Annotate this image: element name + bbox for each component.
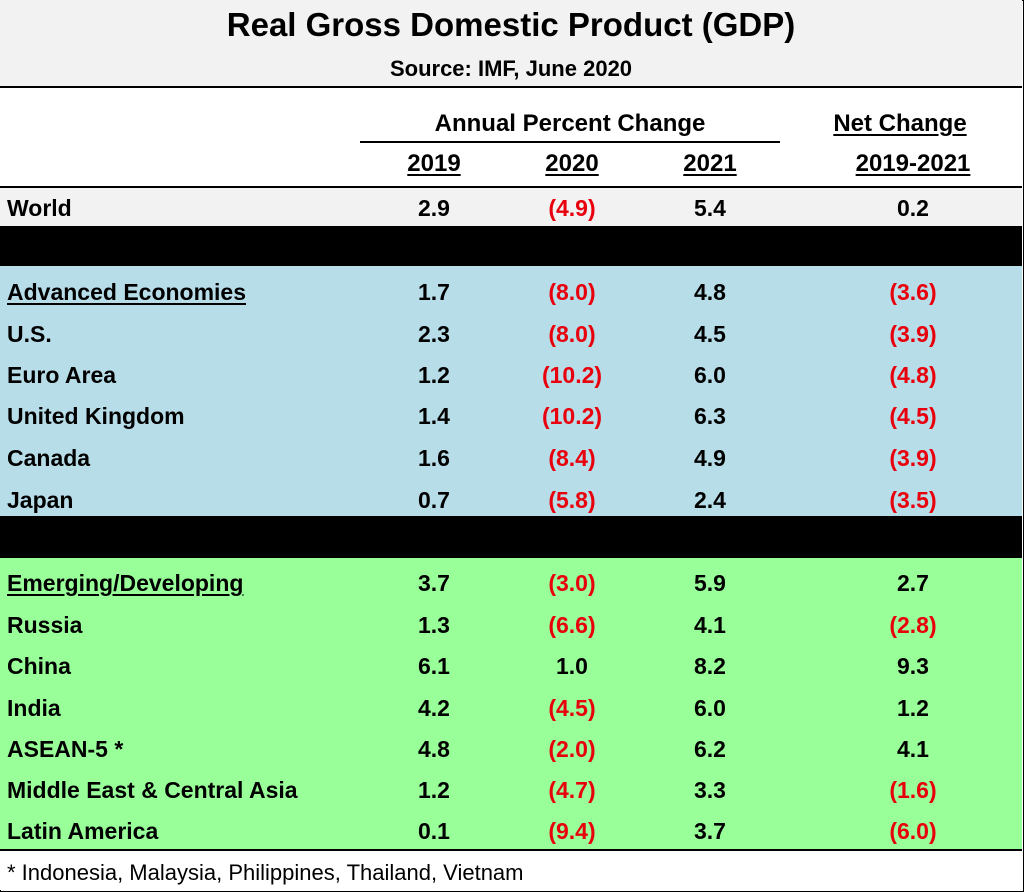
emerging-band	[0, 558, 1022, 850]
column-header-2021: 2021	[683, 150, 737, 177]
value-2021: 3.7	[694, 818, 726, 844]
value-net-change: (4.8)	[889, 362, 937, 388]
value-net-change: (6.0)	[889, 818, 937, 844]
value-2020: (2.0)	[548, 736, 596, 762]
value-2019: 0.7	[418, 487, 450, 513]
value-2019: 1.7	[418, 279, 450, 305]
row-label: World	[7, 195, 72, 221]
value-2021: 5.4	[694, 195, 726, 221]
group-header-label: Advanced Economies	[7, 279, 247, 305]
value-2021: 6.2	[694, 736, 726, 762]
column-header-net-period: 2019-2021	[855, 150, 971, 177]
value-2021: 6.3	[694, 403, 726, 429]
footnote: * Indonesia, Malaysia, Philippines, Thai…	[7, 860, 524, 885]
value-2020: (9.4)	[548, 818, 596, 844]
annual-percent-change-header: Annual Percent Change	[434, 110, 706, 137]
value-2019: 1.4	[418, 403, 450, 429]
footnote-divider	[0, 849, 1022, 851]
row-label: Russia	[7, 612, 83, 638]
row-label: Euro Area	[7, 362, 117, 388]
table-source: Source: IMF, June 2020	[389, 56, 633, 81]
value-2020: (8.0)	[548, 321, 596, 347]
value-net-change: (3.5)	[889, 487, 937, 513]
value-net-change: 2.7	[897, 570, 929, 596]
value-2019: 3.7	[418, 570, 450, 596]
value-2021: 3.3	[694, 777, 726, 803]
value-net-change: 1.2	[897, 695, 929, 721]
value-2020: (10.2)	[541, 403, 603, 429]
column-header-2019: 2019	[407, 150, 461, 177]
value-2020: (4.7)	[548, 777, 596, 803]
value-2021: 4.5	[694, 321, 726, 347]
value-net-change: 4.1	[897, 736, 929, 762]
value-2021: 4.8	[694, 279, 726, 305]
value-2019: 2.3	[418, 321, 450, 347]
value-2021: 2.4	[694, 487, 726, 513]
value-2020: (5.8)	[548, 487, 596, 513]
annual-change-rule	[360, 141, 780, 143]
value-net-change: (2.8)	[889, 612, 937, 638]
row-label: China	[7, 653, 71, 679]
value-2021: 5.9	[694, 570, 726, 596]
value-2021: 6.0	[694, 695, 726, 721]
header-divider	[0, 186, 1022, 188]
group-header-label: Emerging/Developing	[7, 570, 244, 596]
value-net-change: (1.6)	[889, 777, 937, 803]
net-change-header: Net Change	[833, 110, 967, 137]
row-label: Middle East & Central Asia	[7, 777, 298, 803]
title-divider	[0, 86, 1022, 88]
value-2021: 8.2	[694, 653, 726, 679]
header-band	[0, 88, 1022, 188]
value-2019: 1.3	[418, 612, 450, 638]
value-2020: (3.0)	[548, 570, 596, 596]
row-label: Latin America	[7, 818, 159, 844]
world-band	[0, 188, 1022, 226]
value-net-change: (4.5)	[889, 403, 937, 429]
value-2019: 1.2	[418, 777, 450, 803]
value-2020: (8.4)	[548, 445, 596, 471]
row-label: United Kingdom	[7, 403, 185, 429]
value-2019: 1.2	[418, 362, 450, 388]
value-2020: (6.6)	[548, 612, 596, 638]
value-2020: (10.2)	[541, 362, 603, 388]
value-2021: 6.0	[694, 362, 726, 388]
value-2020: (4.9)	[548, 195, 596, 221]
value-net-change: 0.2	[897, 195, 929, 221]
row-label: ASEAN-5 *	[7, 736, 124, 762]
column-header-2020: 2020	[545, 150, 599, 177]
footnote-band	[0, 850, 1022, 890]
advanced-band	[0, 266, 1022, 516]
value-net-change: (3.6)	[889, 279, 937, 305]
value-2019: 2.9	[418, 195, 450, 221]
value-2019: 0.1	[418, 818, 450, 844]
table-title: Real Gross Domestic Product (GDP)	[226, 6, 796, 43]
value-2020: (4.5)	[548, 695, 596, 721]
row-label: U.S.	[7, 321, 52, 347]
value-net-change: 9.3	[897, 653, 929, 679]
title-band	[0, 0, 1022, 88]
separator-bar-2	[0, 516, 1022, 558]
separator-bar-1	[0, 226, 1022, 266]
value-net-change: (3.9)	[889, 321, 937, 347]
row-label: India	[7, 695, 61, 721]
value-2020: 1.0	[556, 653, 588, 679]
value-net-change: (3.9)	[889, 445, 937, 471]
value-2019: 4.2	[418, 695, 450, 721]
row-label: Japan	[7, 487, 74, 513]
value-2019: 4.8	[418, 736, 450, 762]
value-2021: 4.1	[694, 612, 726, 638]
value-2019: 1.6	[418, 445, 450, 471]
value-2019: 6.1	[418, 653, 450, 679]
value-2020: (8.0)	[548, 279, 596, 305]
value-2021: 4.9	[694, 445, 726, 471]
row-label: Canada	[7, 445, 91, 471]
